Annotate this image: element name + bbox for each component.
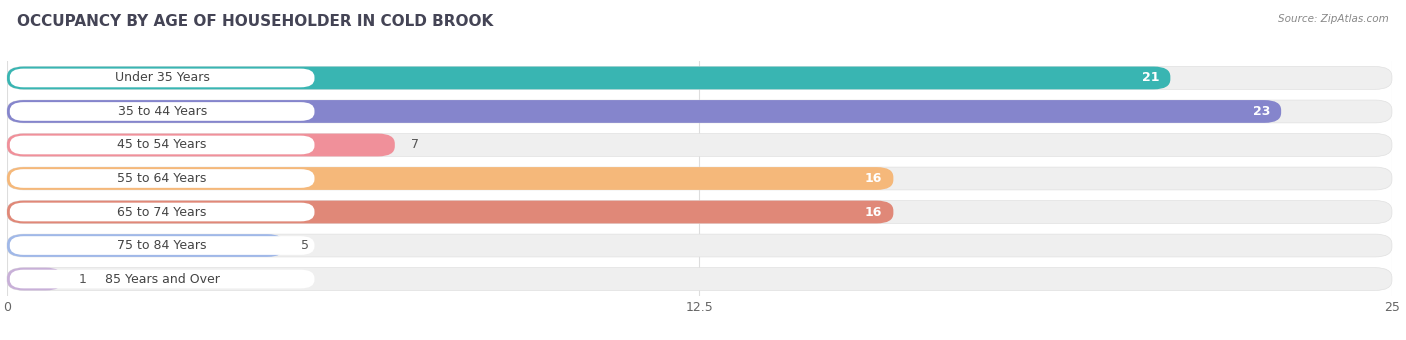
FancyBboxPatch shape: [10, 270, 315, 288]
Text: Under 35 Years: Under 35 Years: [115, 71, 209, 84]
FancyBboxPatch shape: [7, 100, 1281, 123]
FancyBboxPatch shape: [7, 167, 893, 190]
FancyBboxPatch shape: [7, 134, 1392, 156]
Text: 16: 16: [865, 172, 883, 185]
FancyBboxPatch shape: [10, 69, 315, 87]
FancyBboxPatch shape: [10, 136, 315, 154]
FancyBboxPatch shape: [7, 167, 1392, 190]
Text: 65 to 74 Years: 65 to 74 Years: [118, 205, 207, 219]
Text: 75 to 84 Years: 75 to 84 Years: [117, 239, 207, 252]
FancyBboxPatch shape: [10, 102, 315, 121]
Text: 23: 23: [1253, 105, 1270, 118]
FancyBboxPatch shape: [10, 203, 315, 221]
FancyBboxPatch shape: [7, 234, 284, 257]
FancyBboxPatch shape: [7, 268, 1392, 290]
FancyBboxPatch shape: [7, 268, 62, 290]
Text: 1: 1: [79, 273, 87, 286]
Text: OCCUPANCY BY AGE OF HOUSEHOLDER IN COLD BROOK: OCCUPANCY BY AGE OF HOUSEHOLDER IN COLD …: [17, 14, 494, 29]
FancyBboxPatch shape: [10, 169, 315, 188]
Text: 55 to 64 Years: 55 to 64 Years: [118, 172, 207, 185]
Text: 85 Years and Over: 85 Years and Over: [104, 273, 219, 286]
FancyBboxPatch shape: [7, 234, 1392, 257]
FancyBboxPatch shape: [7, 100, 1392, 123]
FancyBboxPatch shape: [7, 67, 1392, 89]
FancyBboxPatch shape: [7, 201, 893, 223]
Text: 5: 5: [301, 239, 309, 252]
Text: 35 to 44 Years: 35 to 44 Years: [118, 105, 207, 118]
FancyBboxPatch shape: [7, 201, 1392, 223]
FancyBboxPatch shape: [7, 134, 395, 156]
Text: 21: 21: [1142, 71, 1160, 84]
FancyBboxPatch shape: [7, 67, 1170, 89]
Text: Source: ZipAtlas.com: Source: ZipAtlas.com: [1278, 14, 1389, 23]
Text: 7: 7: [412, 138, 419, 152]
Text: 16: 16: [865, 205, 883, 219]
FancyBboxPatch shape: [10, 236, 315, 255]
Text: 45 to 54 Years: 45 to 54 Years: [118, 138, 207, 152]
